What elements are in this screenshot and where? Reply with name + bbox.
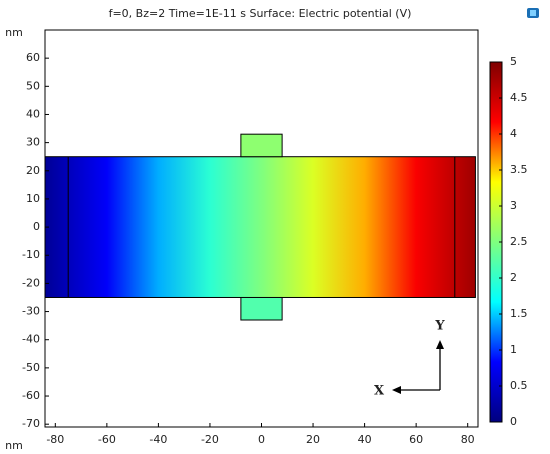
- x-tick-label: 0: [258, 433, 265, 446]
- triad-x-arrow: [392, 386, 401, 394]
- x-tick-label: 40: [358, 433, 372, 446]
- colorbar-tick-label: 3: [510, 199, 517, 212]
- y-tick-label: -40: [22, 333, 40, 346]
- triad-x-label: X: [374, 384, 385, 399]
- y-tick-label: 0: [33, 220, 40, 233]
- y-tick-label: 20: [26, 164, 40, 177]
- y-tick-label: 10: [26, 192, 40, 205]
- x-axis-label: nm: [5, 439, 23, 450]
- x-tick-label: 20: [306, 433, 320, 446]
- colorbar-tick-label: 0: [510, 415, 517, 428]
- surface: [44, 156, 476, 298]
- y-axis-label: nm: [5, 26, 23, 39]
- y-tick-label: 60: [26, 51, 40, 64]
- colorbar-tick-label: 4: [510, 127, 517, 140]
- triad-y-arrow: [436, 340, 444, 349]
- y-tick-label: 50: [26, 79, 40, 92]
- y-tick-label: -50: [22, 361, 40, 374]
- x-tick-label: -80: [46, 433, 64, 446]
- y-tick-label: -30: [22, 305, 40, 318]
- colorbar-tick-label: 2: [510, 271, 517, 284]
- y-tick-label: -20: [22, 276, 40, 289]
- x-tick-label: -40: [149, 433, 167, 446]
- triad-y-label: Y: [434, 319, 445, 334]
- colorbar-tick-label: 5: [510, 55, 517, 68]
- y-tick-label: 30: [26, 136, 40, 149]
- pad: [240, 296, 283, 321]
- x-tick-label: -20: [201, 433, 219, 446]
- chart-title: f=0, Bz=2 Time=1E-11 s Surface: Electric…: [109, 7, 412, 20]
- colorbar-tick-label: 2.5: [510, 235, 528, 248]
- y-tick-label: -60: [22, 389, 40, 402]
- y-tick-label: 40: [26, 107, 40, 120]
- colorbar-tick-label: 4.5: [510, 91, 528, 104]
- y-tick-label: -70: [22, 417, 40, 430]
- y-tick-label: -10: [22, 248, 40, 261]
- app-icon: [527, 8, 539, 18]
- x-tick-label: 80: [461, 433, 475, 446]
- colorbar-tick-label: 1: [510, 343, 517, 356]
- pad: [240, 133, 283, 158]
- colorbar-tick-label: 1.5: [510, 307, 528, 320]
- colorbar-tick-label: 0.5: [510, 379, 528, 392]
- x-tick-label: -60: [98, 433, 116, 446]
- x-tick-label: 60: [409, 433, 423, 446]
- colorbar-tick-label: 3.5: [510, 163, 528, 176]
